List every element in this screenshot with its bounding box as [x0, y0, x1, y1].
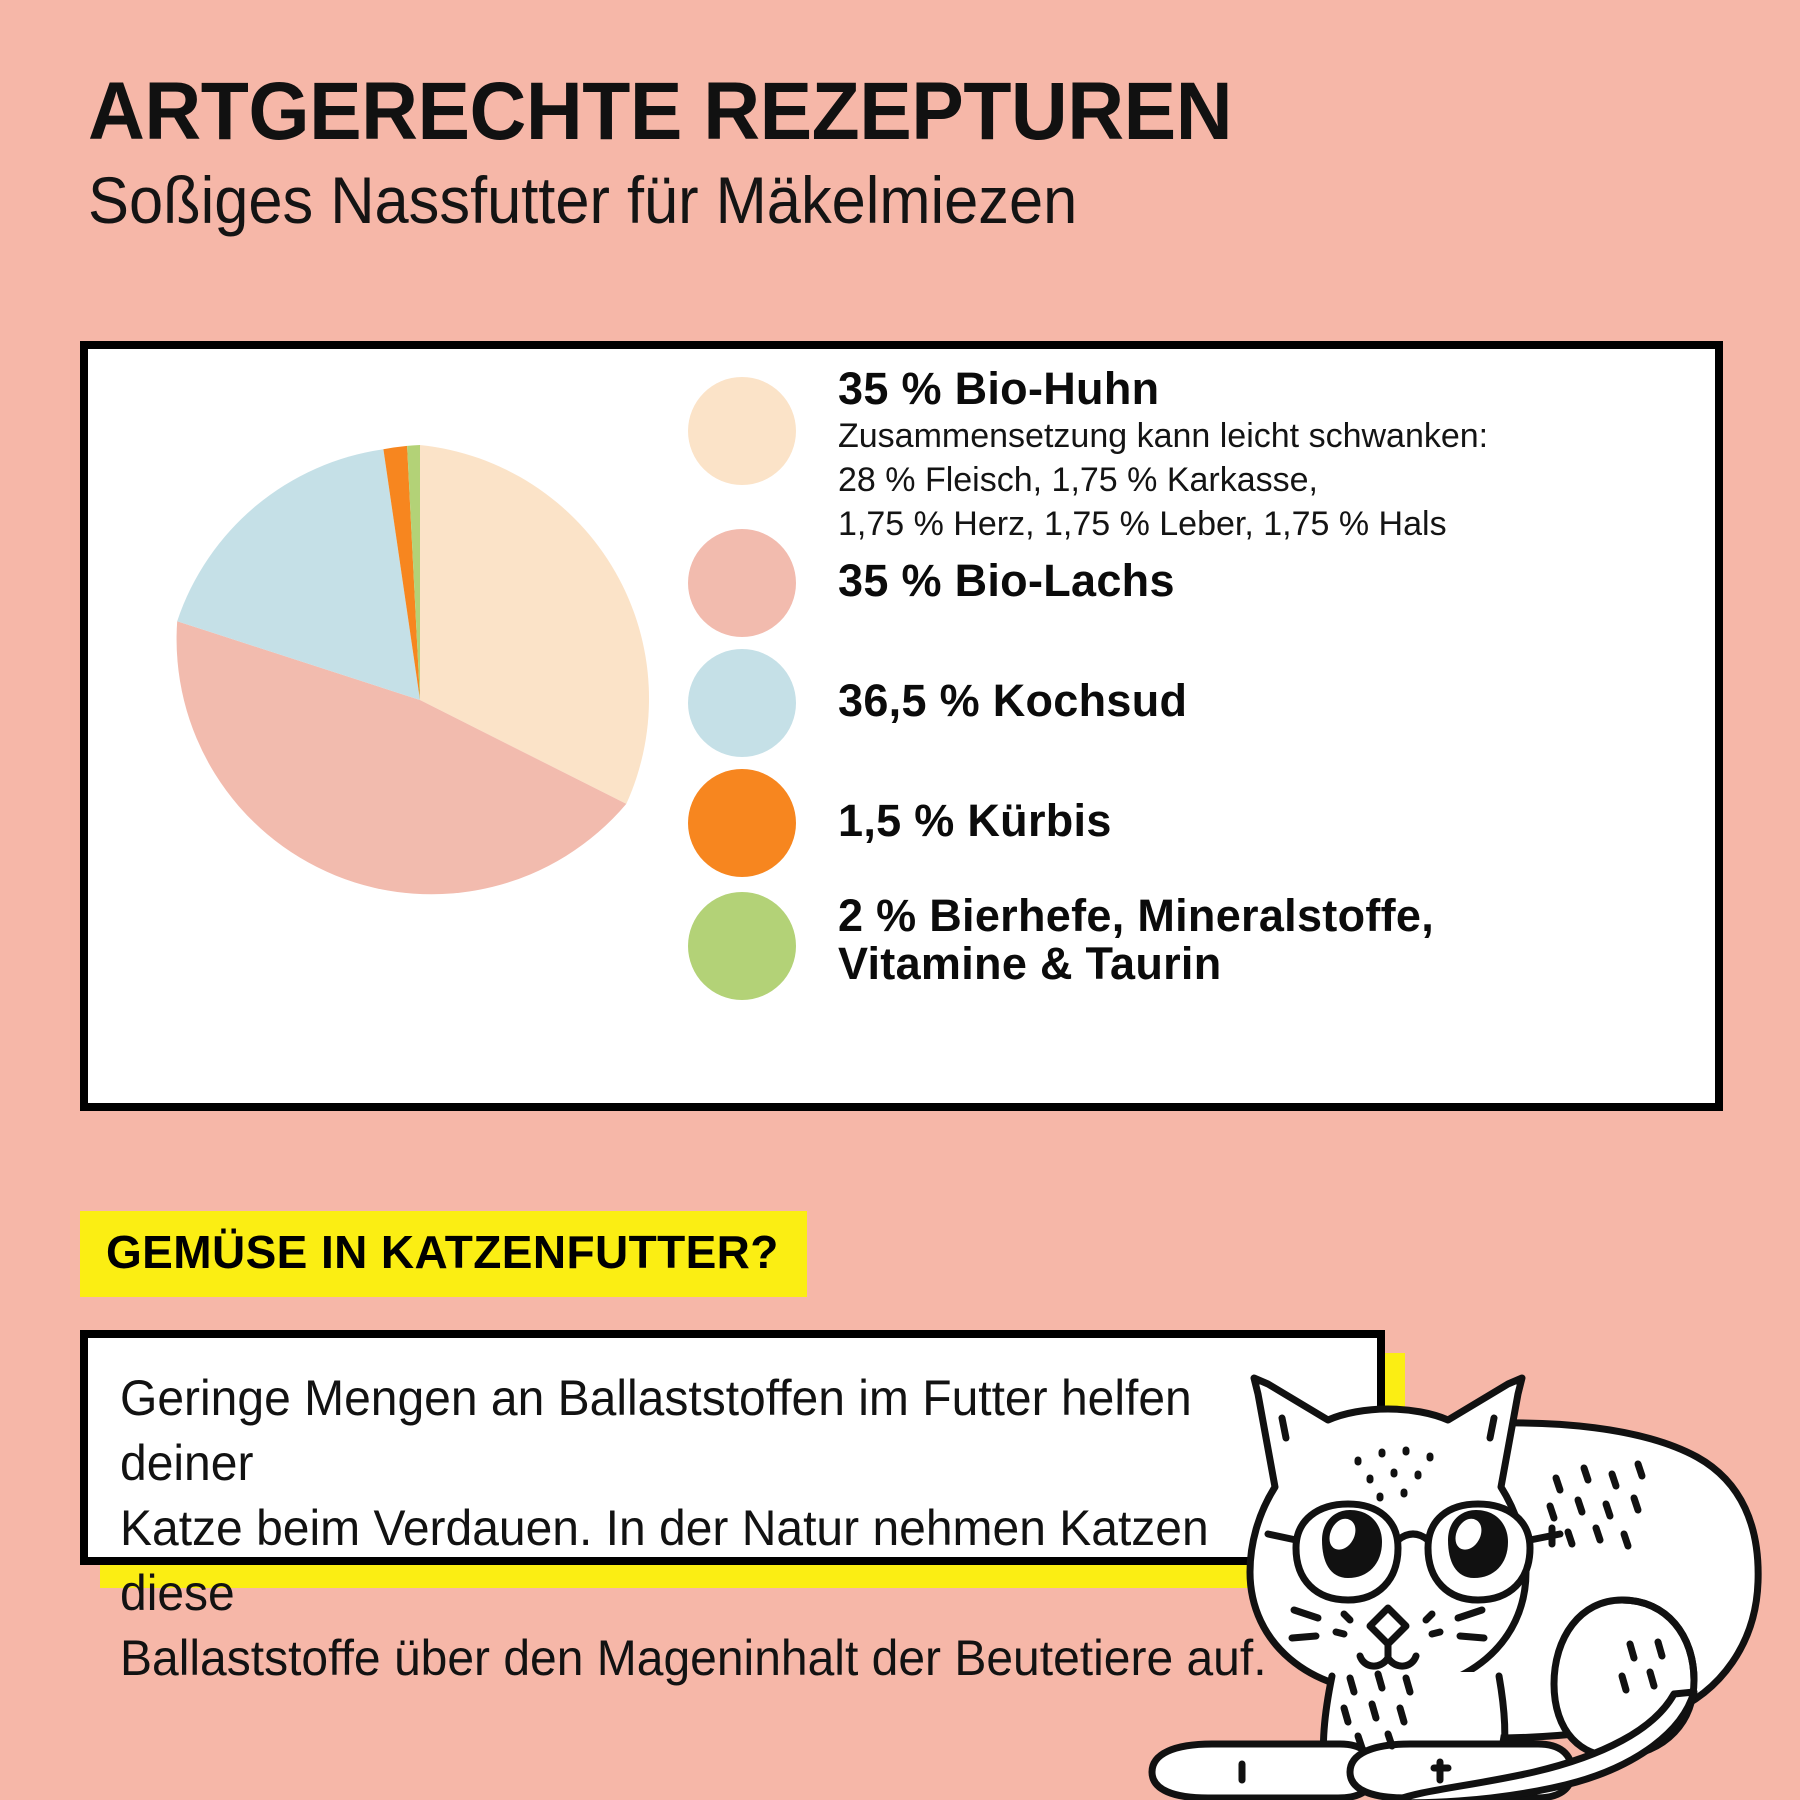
legend-label-bio-huhn: 35 % Bio-Huhn — [838, 363, 1160, 414]
info-body-line-1: Geringe Mengen an Ballaststoffen im Futt… — [120, 1370, 1192, 1491]
info-body-line-3: Ballaststoffe über den Mageninhalt der B… — [120, 1630, 1267, 1686]
chart-legend: 35 % Bio-Huhn Zusammensetzung kann leich… — [688, 361, 1698, 1101]
legend-item-kochsud[interactable]: 36,5 % Kochsud — [688, 649, 1187, 757]
legend-item-bio-huhn[interactable]: 35 % Bio-Huhn Zusammensetzung kann leich… — [688, 365, 1488, 545]
pie-slice-bio-huhn — [420, 445, 650, 804]
legend-swatch-kuerbis — [688, 769, 796, 877]
legend-swatch-kochsud — [688, 649, 796, 757]
legend-item-kuerbis[interactable]: 1,5 % Kürbis — [688, 769, 1112, 877]
pie-chart-svg — [176, 445, 650, 895]
legend-swatch-bio-huhn — [688, 377, 796, 485]
legend-label-bio-lachs: 35 % Bio-Lachs — [838, 555, 1175, 606]
chart-panel: 35 % Bio-Huhn Zusammensetzung kann leich… — [80, 341, 1723, 1111]
pie-slice-kochsud — [177, 449, 420, 700]
legend-label-bierhefe-line-2: Vitamine & Taurin — [838, 937, 1222, 989]
legend-item-bierhefe[interactable]: 2 % Bierhefe, Mineralstoffe, Vitamine & … — [688, 886, 1434, 1000]
pie-slice-bierhefe — [407, 445, 420, 700]
legend-swatch-bierhefe — [688, 892, 796, 1000]
legend-note-line-1: Zusammensetzung kann leicht schwanken: — [838, 416, 1489, 455]
pie-slice-bio-lachs — [176, 621, 627, 895]
pie-slice-kuerbis — [383, 445, 420, 700]
legend-note-line-2: 28 % Fleisch, 1,75 % Karkasse, — [838, 460, 1319, 499]
legend-swatch-bio-lachs — [688, 529, 796, 637]
legend-label-bierhefe-line-1: 2 % Bierhefe, Mineralstoffe, — [838, 890, 1435, 941]
info-box: Geringe Mengen an Ballaststoffen im Futt… — [80, 1330, 1385, 1686]
page-subtitle: Soßiges Nassfutter für Mäkelmiezen — [88, 163, 1078, 238]
pie-chart — [120, 400, 720, 1000]
cat-illustration — [1082, 1252, 1782, 1800]
legend-note-line-3: 1,75 % Herz, 1,75 % Leber, 1,75 % Hals — [838, 505, 1447, 543]
legend-label-kuerbis: 1,5 % Kürbis — [838, 795, 1112, 846]
legend-label-kochsud: 36,5 % Kochsud — [838, 675, 1188, 726]
legend-item-bio-lachs[interactable]: 35 % Bio-Lachs — [688, 529, 1175, 637]
question-heading-badge: GEMÜSE IN KATZENFUTTER? — [80, 1211, 807, 1297]
question-heading-text: GEMÜSE IN KATZENFUTTER? — [106, 1226, 779, 1278]
cat-with-glasses-icon — [1148, 1374, 1762, 1800]
page-title: ARTGERECHTE REZEPTUREN — [88, 66, 1233, 157]
info-body-line-2: Katze beim Verdauen. In der Natur nehmen… — [120, 1500, 1209, 1621]
page-header: ARTGERECHTE REZEPTUREN Soßiges Nassfutte… — [88, 66, 1728, 238]
